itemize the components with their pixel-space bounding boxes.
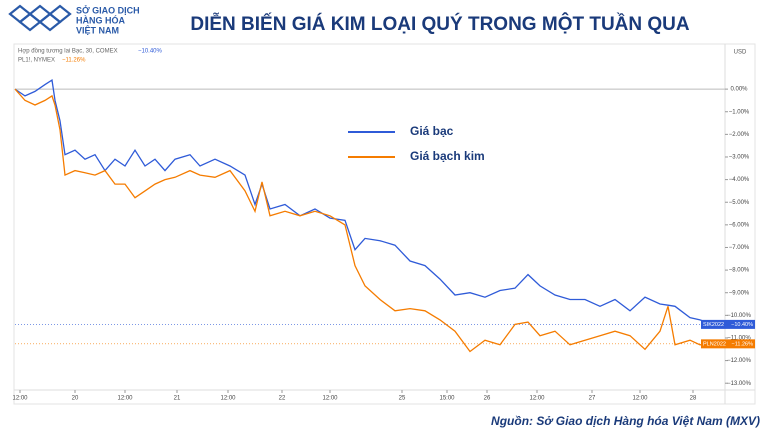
y-tick-label: −7.00%: [729, 245, 750, 251]
series-line: [14, 88, 713, 353]
y-tick-label: −2.00%: [729, 132, 750, 138]
y-tick-label: −11.00%: [727, 336, 751, 342]
x-tick-label: 12:00: [12, 396, 28, 402]
y-tick-label: −12.00%: [727, 358, 752, 364]
x-tick-label: 12:00: [529, 396, 545, 402]
badge-symbol: SIK2022: [703, 322, 724, 328]
y-tick-label: −10.00%: [727, 313, 752, 319]
x-tick-label: 12:00: [322, 396, 338, 402]
x-tick-label: 28: [690, 396, 697, 402]
logo-text: HÀNG HÓA: [76, 14, 125, 25]
x-tick-label: 22: [279, 396, 286, 402]
badge-value: −11.26%: [732, 341, 754, 347]
header-change: −11.26%: [62, 58, 86, 64]
chart-frame: [13, 43, 756, 405]
y-tick-label: −8.00%: [729, 268, 750, 274]
last-value-badge: [701, 339, 755, 349]
x-tick-label: 12:00: [632, 396, 648, 402]
currency: USD: [734, 50, 747, 56]
x-tick-label: 12:00: [117, 396, 133, 402]
logo-text: SỞ GIAO DỊCH: [76, 4, 140, 15]
y-tick-label: 0.00%: [730, 87, 748, 93]
x-tick-label: 21: [174, 396, 181, 402]
legend-label: Giá bạch kim: [410, 149, 485, 163]
series-line: [14, 79, 713, 326]
y-tick-label: −9.00%: [729, 290, 750, 296]
last-value-badge: [701, 319, 755, 329]
legend-label: Giá bạc: [410, 124, 454, 138]
x-tick-label: 25: [399, 396, 406, 402]
badge-symbol: PLN2022: [703, 341, 726, 347]
logo: SỞ GIAO DỊCH HÀNG HÓA VIỆT NAM: [8, 4, 140, 35]
badge-value: −10.40%: [731, 322, 753, 328]
x-tick-label: 27: [589, 396, 596, 402]
x-tick-label: 15:00: [439, 396, 455, 402]
y-tick-label: −5.00%: [729, 200, 750, 206]
source: Nguồn: Sở Giao dịch Hàng hóa Việt Nam (M…: [491, 414, 760, 428]
header-line: Hợp đồng tương lai Bạc, 30, COMEX: [18, 49, 118, 55]
header-change: −10.40%: [138, 49, 163, 55]
y-tick-label: −4.00%: [729, 177, 750, 183]
logo-text: VIỆT NAM: [76, 24, 119, 35]
x-tick-label: 12:00: [220, 396, 236, 402]
x-tick-label: 26: [484, 396, 491, 402]
y-tick-label: −6.00%: [729, 222, 750, 228]
header-line: PL1!, NYMEX: [18, 58, 55, 64]
y-tick-label: −1.00%: [729, 109, 750, 115]
y-tick-label: −13.00%: [727, 381, 752, 387]
y-tick-label: −3.00%: [729, 155, 750, 161]
x-tick-label: 20: [72, 396, 79, 402]
chart-title: DIỄN BIẾN GIÁ KIM LOẠI QUÝ TRONG MỘT TUẦ…: [190, 13, 690, 35]
